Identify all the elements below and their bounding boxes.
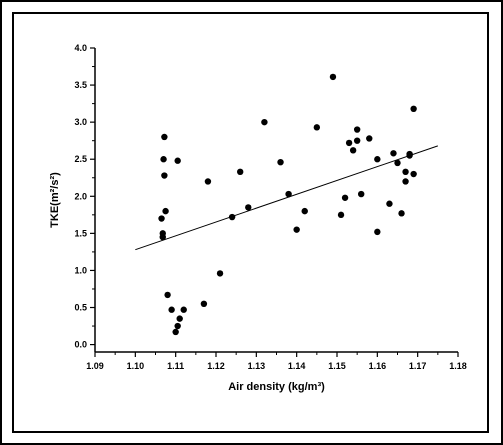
- data-point: [204, 178, 212, 185]
- x-tick-label: 1.09: [86, 361, 104, 371]
- x-tick-label: 1.11: [167, 361, 184, 371]
- data-point: [164, 291, 171, 299]
- x-tick-label: 1.18: [449, 361, 467, 371]
- data-point: [337, 211, 345, 219]
- data-point: [402, 178, 409, 185]
- y-tick-label: 0.0: [74, 340, 87, 350]
- data-point: [159, 233, 166, 241]
- y-axis-title: TKE(m²/s²): [49, 172, 61, 228]
- data-point: [349, 147, 357, 154]
- x-axis-title: Air density (kg/m³): [228, 381, 325, 393]
- data-point: [374, 228, 381, 236]
- axes: [94, 48, 458, 353]
- y-tick-label: 0.5: [74, 303, 87, 313]
- data-point: [172, 328, 179, 336]
- data-point: [162, 207, 169, 215]
- y-tick-label: 1.0: [74, 265, 87, 275]
- data-point: [293, 226, 300, 233]
- x-tick-label: 1.15: [328, 361, 346, 371]
- data-point: [245, 204, 252, 211]
- data-point: [277, 158, 284, 166]
- data-point: [366, 135, 373, 142]
- data-point: [345, 139, 353, 147]
- data-point: [410, 170, 417, 178]
- trendline: [135, 145, 438, 251]
- data-point: [161, 172, 168, 179]
- inner-frame: [12, 12, 489, 433]
- data-point: [386, 200, 393, 207]
- data-point: [160, 156, 167, 163]
- y-tick-label: 2.5: [74, 154, 87, 164]
- data-point: [410, 105, 417, 113]
- data-point: [394, 159, 401, 167]
- data-point: [176, 315, 183, 322]
- x-tick-label: 1.16: [369, 361, 387, 371]
- x-tick-label: 1.17: [409, 361, 427, 371]
- data-point: [261, 118, 268, 126]
- x-tick-label: 1.13: [248, 361, 266, 371]
- data-point: [180, 306, 187, 313]
- data-point: [237, 168, 244, 176]
- data-point: [285, 190, 292, 198]
- data-point: [374, 156, 381, 163]
- data-point: [174, 322, 181, 330]
- data-point: [216, 270, 224, 277]
- x-tick-label: 1.10: [127, 361, 145, 371]
- data-point: [341, 194, 349, 201]
- data-point: [353, 126, 361, 133]
- y-tick-label: 4.0: [74, 43, 87, 53]
- data-point: [313, 124, 321, 131]
- data-point: [402, 168, 409, 176]
- data-point: [301, 207, 308, 215]
- data-point: [353, 137, 361, 144]
- y-tick-label: 2.0: [74, 191, 87, 201]
- data-point: [168, 306, 175, 313]
- data-point: [329, 73, 337, 81]
- data-point: [398, 210, 405, 217]
- x-tick-label: 1.12: [207, 361, 225, 371]
- data-point: [158, 215, 165, 222]
- y-tick-label: 1.5: [74, 228, 87, 238]
- y-tick-label: 3.5: [74, 80, 87, 90]
- data-point: [390, 150, 397, 157]
- ticks: 1.09 1.10 1.11 1.12 1.13 1.14 1.15 1.16 1.17 1.18…: [74, 43, 466, 371]
- y-tick-label: 3.0: [74, 117, 87, 127]
- trendline-group: [135, 145, 438, 251]
- data-point: [200, 300, 208, 308]
- data-point: [161, 133, 168, 141]
- data-points: [158, 73, 417, 336]
- x-tick-label: 1.14: [288, 361, 306, 371]
- data-point: [358, 190, 365, 198]
- data-point: [174, 157, 181, 164]
